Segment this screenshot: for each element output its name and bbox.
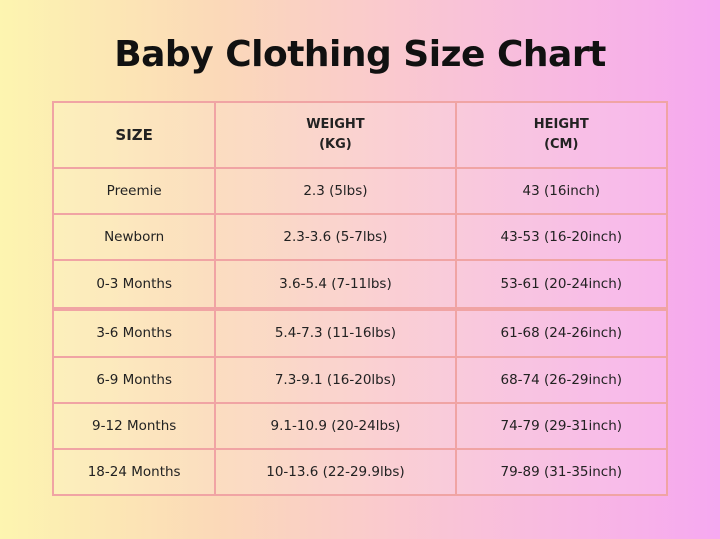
table-cell: 5.4-7.3 (11-16lbs) <box>214 306 457 359</box>
table-cell: 9.1-10.9 (20-24lbs) <box>214 402 457 450</box>
table-cell: 7.3-9.1 (16-20lbs) <box>214 356 457 405</box>
header-text: WEIGHT <box>306 117 365 132</box>
table-row: Preemie 2.3 (5lbs) 43 (16inch) <box>51 167 669 215</box>
table-cell: 2.3-3.6 (5-7lbs) <box>214 212 457 261</box>
header-row: SIZE WEIGHT (KG) HEIGHT (CM) <box>51 101 669 169</box>
table-cell: 10-13.6 (22-29.9lbs) <box>214 448 457 496</box>
table-cell: 3-6 Months <box>51 306 217 359</box>
table-row: 9-12 Months 9.1-10.9 (20-24lbs) 74-79 (29-… <box>51 402 669 450</box>
table-row: 6-9 Months 7.3-9.1 (16-20lbs) 68-74 (26-29… <box>51 356 669 405</box>
header-text: (KG) <box>319 137 352 152</box>
table-cell: 79-89 (31-35inch) <box>454 448 669 496</box>
table-cell: 53-61 (20-24inch) <box>454 258 669 310</box>
table-row: Newborn 2.3-3.6 (5-7lbs) 43-53 (16-20inch) <box>51 212 669 261</box>
table-cell: 2.3 (5lbs) <box>214 167 457 215</box>
table-cell: 18-24 Months <box>51 448 217 496</box>
table-cell: Preemie <box>51 167 217 215</box>
table-cell: Newborn <box>51 212 217 261</box>
table-cell: 74-79 (29-31inch) <box>454 402 669 450</box>
table-row: 18-24 Months 10-13.6 (22-29.9lbs) 79-89 (3… <box>51 448 669 496</box>
table-cell: 9-12 Months <box>51 402 217 450</box>
table-cell: 3.6-5.4 (7-11lbs) <box>214 258 457 310</box>
column-header: WEIGHT (KG) <box>214 101 457 169</box>
header-text: HEIGHT <box>533 117 589 132</box>
table-cell: 6-9 Months <box>51 356 217 405</box>
header-text: SIZE <box>115 126 153 144</box>
table-row: 0-3 Months 3.6-5.4 (7-11lbs) 53-61 (20-24i… <box>51 258 669 310</box>
table-cell: 68-74 (26-29inch) <box>454 356 669 405</box>
table-row: 3-6 Months 5.4-7.3 (11-16lbs) 61-68 (24-26… <box>51 306 669 359</box>
column-header: HEIGHT (CM) <box>454 101 669 169</box>
table-cell: 43-53 (16-20inch) <box>454 212 669 261</box>
table-cell: 43 (16inch) <box>454 167 669 215</box>
table-cell: 0-3 Months <box>51 258 217 310</box>
size-table: SIZE WEIGHT (KG) HEIGHT (CM) Preemie 2.3 (5lb… <box>51 101 669 496</box>
title: Baby Clothing Size Chart <box>114 34 606 75</box>
header-text: (CM) <box>544 137 579 152</box>
table-cell: 61-68 (24-26inch) <box>454 306 669 359</box>
column-header: SIZE <box>51 101 217 169</box>
